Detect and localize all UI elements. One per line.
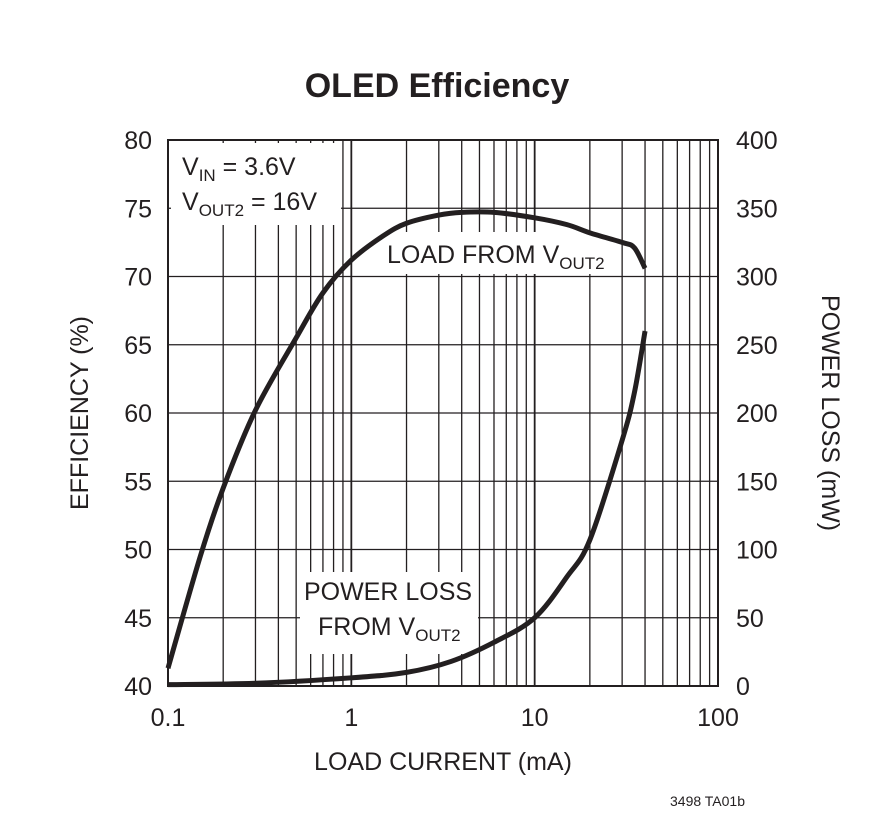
y-tick-label: 80	[124, 127, 152, 155]
y-tick-label: 65	[124, 332, 152, 360]
efficiency-line	[165, 209, 648, 669]
footnote: 3498 TA01b	[670, 793, 745, 809]
series-label-power-loss-line2: FROM VOUT2	[318, 613, 461, 645]
y-tick-label: 50	[124, 537, 152, 565]
y-tick-label: 55	[124, 468, 152, 496]
x-tick-label: 100	[697, 704, 739, 732]
y2-tick-label: 0	[736, 673, 750, 701]
y-axis-label: EFFICIENCY (%)	[66, 316, 94, 510]
x-axis-label: LOAD CURRENT (mA)	[314, 748, 572, 776]
y2-tick-label: 300	[736, 264, 778, 292]
y2-tick-label: 400	[736, 127, 778, 155]
y-tick-label: 75	[124, 195, 152, 223]
condition-vin: VIN = 3.6V	[182, 153, 296, 185]
series-label-power-loss-line1: POWER LOSS	[304, 578, 472, 606]
y2-axis-label: POWER LOSS (mW)	[816, 295, 844, 531]
y-tick-label: 60	[124, 400, 152, 428]
conditions-box	[171, 143, 341, 225]
y-tick-label: 70	[124, 264, 152, 292]
y2-tick-label: 350	[736, 195, 778, 223]
chart-title: OLED Efficiency	[305, 67, 570, 105]
y2-tick-label: 250	[736, 332, 778, 360]
condition-vout2: VOUT2 = 16V	[182, 188, 317, 220]
power-loss-label-box	[300, 572, 478, 654]
plot-frame	[167, 139, 719, 687]
y2-tick-label: 50	[736, 605, 764, 633]
x-tick-label: 1	[344, 704, 358, 732]
label-boxes	[171, 143, 618, 654]
tick-labels: 0.1 1 10 100 40 45 50 55 60 65 70 75 80 0 50 100 150 200 2…	[124, 127, 778, 732]
grid	[168, 140, 718, 686]
power-loss-line	[167, 330, 648, 688]
y2-tick-label: 200	[736, 400, 778, 428]
y2-tick-label: 150	[736, 468, 778, 496]
x-tick-label: 0.1	[151, 704, 186, 732]
y-tick-label: 40	[124, 673, 152, 701]
series-label-load: LOAD FROM VOUT2	[387, 241, 605, 273]
x-tick-label: 10	[521, 704, 549, 732]
series-group	[165, 209, 648, 688]
y2-tick-label: 100	[736, 537, 778, 565]
load-label-box	[382, 232, 618, 274]
y-tick-label: 45	[124, 605, 152, 633]
